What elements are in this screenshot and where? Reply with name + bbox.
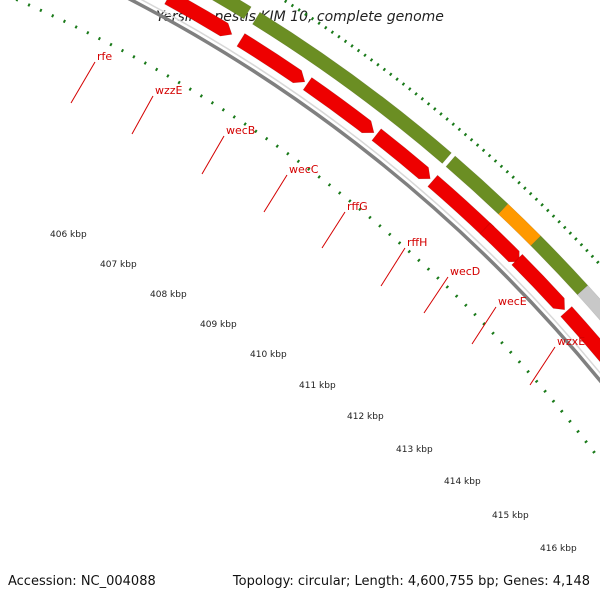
topology-summary: Topology: circular; Length: 4,600,755 bp… — [232, 574, 590, 589]
gene-track — [164, 0, 600, 363]
gene-leader-line-wecD — [423, 276, 449, 314]
cds-segment-wecD — [530, 235, 589, 296]
gene-leader-line-wecC — [263, 174, 288, 213]
map-title: Yersinia pestis KIM 10, complete genome — [156, 9, 444, 25]
gene-label-wecD: wecD — [450, 265, 480, 278]
tick-label-6: 411 kbp — [299, 381, 336, 391]
gene-label-rfe: rfe — [97, 50, 112, 63]
tick-label-11: 416 kbp — [540, 544, 577, 554]
gene-label-wecE: wecE — [498, 295, 527, 308]
gene-labels: rfe wzzE wecB wecC rffG rffH wecD wecE wzxE — [70, 50, 585, 386]
gene-label-wecB: wecB — [226, 124, 255, 137]
backbone-highlight — [140, 0, 600, 375]
accession-text: Accession: NC_004088 — [8, 574, 156, 589]
gene-leader-line-rffH — [380, 247, 406, 287]
gene-label-rffG: rffG — [347, 200, 368, 213]
backbone-line — [127, 0, 600, 384]
tick-label-4: 409 kbp — [200, 320, 237, 330]
backbone-layer — [127, 0, 600, 384]
tick-label-3: 408 kbp — [150, 290, 187, 300]
gene-leader-line-rffG — [321, 211, 346, 249]
gene-leader-line-wzxE — [529, 346, 556, 386]
tick-label-7: 412 kbp — [347, 412, 384, 422]
gene-label-wzxE: wzxE — [557, 335, 585, 348]
tick-label-1: 406 kbp — [50, 230, 87, 240]
gc-dots-layer — [15, 0, 600, 463]
cds-segment-wzzE — [211, 0, 252, 20]
cds-segment-wecB-wecC-rffG — [252, 11, 452, 164]
gene-arrow-8 — [511, 253, 565, 311]
cds-segment-orange — [497, 203, 542, 247]
gene-leader-line-wecB — [201, 135, 225, 175]
gene-leader-line-wzzE — [131, 95, 154, 135]
gene-arrow-9 — [560, 306, 600, 363]
gene-label-wzzE: wzzE — [155, 84, 183, 97]
gene-label-wecC: wecC — [289, 163, 319, 176]
tick-label-2: 407 kbp — [100, 260, 137, 270]
gene-arrow-2 — [164, 0, 233, 37]
tick-label-5: 410 kbp — [250, 350, 287, 360]
gene-arrow-4 — [302, 77, 375, 134]
gene-label-rffH: rffH — [407, 236, 427, 249]
gene-arrow-3 — [236, 33, 306, 84]
ruler-ticks: 406 kbp 407 kbp 408 kbp 409 kbp 410 kbp 411 k… — [50, 230, 577, 554]
gene-leader-line-rfe — [70, 61, 96, 104]
tick-label-10: 415 kbp — [492, 511, 529, 521]
cds-segment-gray — [577, 284, 600, 321]
gene-arrow-5 — [371, 128, 431, 180]
gene-arrow-7 — [479, 222, 520, 263]
tick-label-9: 414 kbp — [444, 477, 481, 487]
inner-dotted-track — [15, 0, 600, 463]
gene-leader-line-wecE — [471, 306, 497, 345]
cds-segment-rffH — [445, 155, 509, 215]
tick-label-8: 413 kbp — [396, 445, 433, 455]
cds-track — [211, 0, 600, 321]
